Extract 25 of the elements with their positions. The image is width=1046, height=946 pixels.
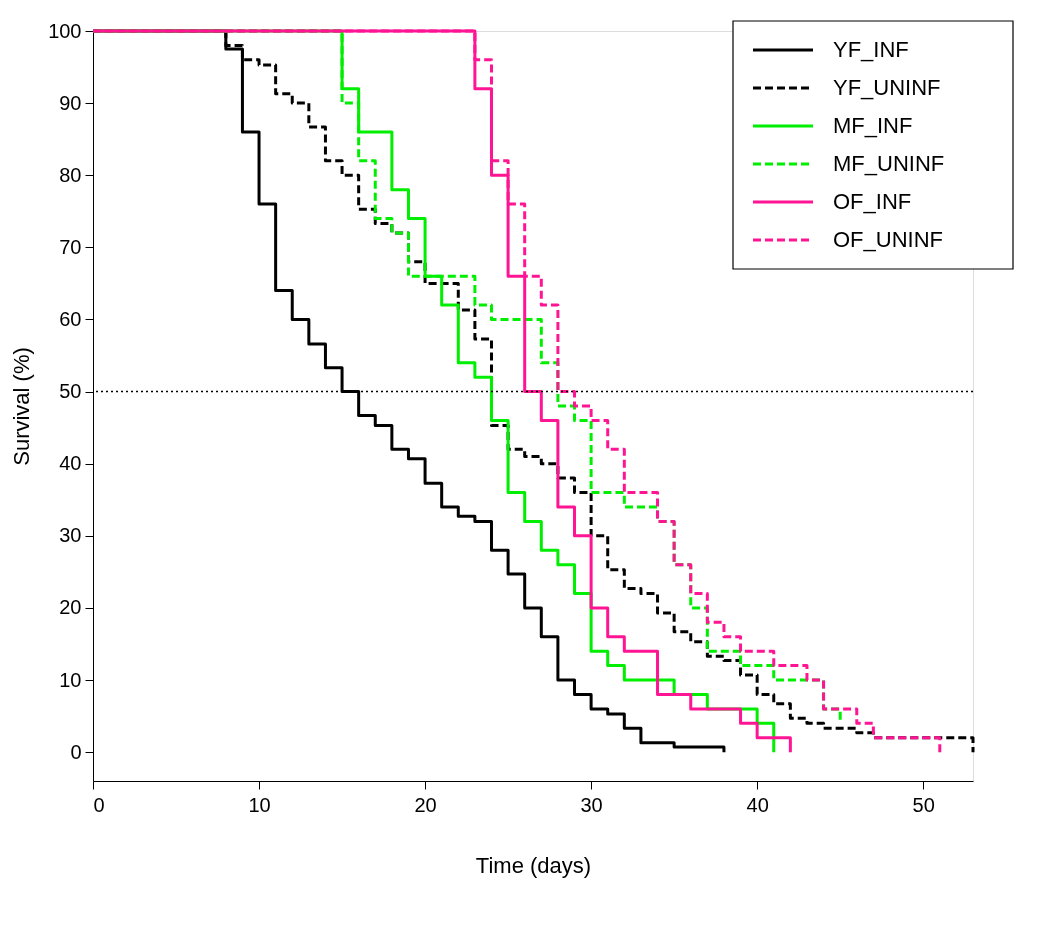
y-tick-label: 90 [59, 91, 82, 114]
y-tick-label: 10 [59, 668, 82, 691]
x-tick-label: 30 [580, 793, 603, 816]
legend-label: MF_UNINF [833, 151, 945, 176]
y-tick-label: 30 [59, 524, 82, 547]
y-tick-label: 60 [59, 307, 82, 330]
y-tick-label: 80 [59, 163, 82, 186]
legend-label: OF_UNINF [833, 227, 943, 252]
x-tick-label: 20 [414, 793, 437, 816]
y-tick-label: 0 [70, 740, 82, 763]
y-tick-label: 50 [59, 380, 82, 403]
y-tick-label: 40 [59, 452, 82, 475]
x-axis-title: Time (days) [475, 852, 592, 878]
x-tick-label: 40 [746, 793, 769, 816]
legend-label: YF_INF [833, 37, 909, 62]
legend-label: OF_INF [833, 189, 912, 214]
x-tick-label: 10 [248, 793, 271, 816]
x-tick-label: 0 [93, 793, 105, 816]
y-tick-label: 70 [59, 235, 82, 258]
legend-label: MF_INF [833, 113, 913, 138]
x-tick-label: 50 [912, 793, 935, 816]
y-axis-title: Survival (%) [9, 347, 35, 466]
legend-label: YF_UNINF [833, 75, 941, 100]
y-tick-label: 20 [59, 596, 82, 619]
y-tick-label: 100 [48, 19, 82, 42]
